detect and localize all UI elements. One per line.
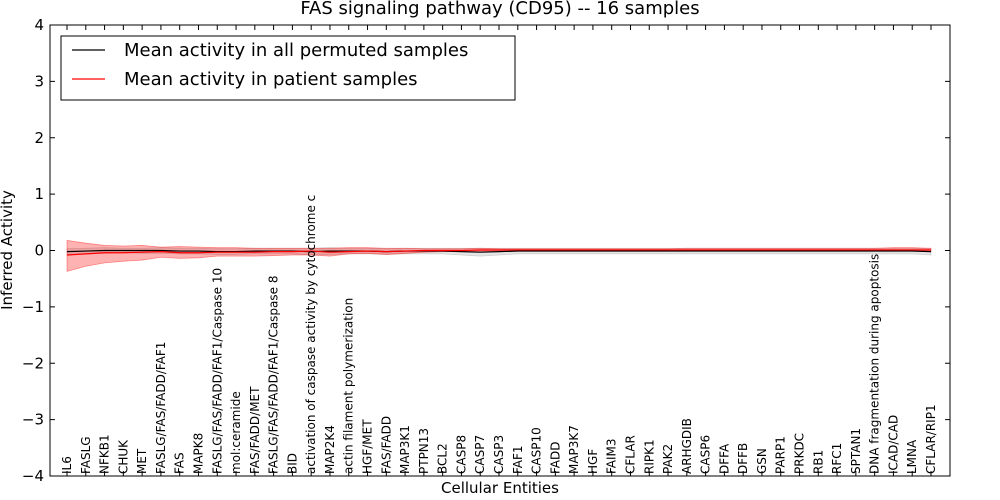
x-axis-label: Cellular Entities	[441, 479, 559, 497]
category-label: CASP7	[473, 435, 487, 474]
category-label: SPTAN1	[849, 428, 863, 474]
category-label: BCL2	[436, 443, 450, 474]
legend-label-patient: Mean activity in patient samples	[124, 69, 418, 90]
y-tick-label: −4	[22, 467, 44, 485]
category-labels: IL6 FASLG NFKB1 CHUK MET FASLG/FAS/FADD/FAF1 F…	[60, 195, 938, 474]
category-label: FAS	[173, 452, 187, 474]
category-label: PAK2	[661, 444, 675, 474]
legend-box	[60, 35, 516, 101]
category-label: CASP6	[699, 435, 713, 474]
category-label: PARP1	[774, 436, 788, 474]
category-label: MET	[135, 448, 149, 474]
legend-label-permuted: Mean activity in all permuted samples	[124, 40, 468, 61]
category-label: FADD	[548, 442, 562, 475]
category-label: DFFB	[736, 443, 750, 474]
category-label: RIPK1	[642, 439, 656, 474]
category-label: NFKB1	[98, 434, 112, 474]
category-label: HGF	[586, 449, 600, 474]
category-label: RFC1	[830, 443, 844, 474]
y-axis: −4 −3 −2 −1 0 1 2 3 4	[22, 16, 950, 485]
category-label: FAS/FADD/MET	[248, 386, 262, 474]
series-line-patient	[66, 249, 931, 256]
category-label: FASLG/FAS/FADD/FAF1	[154, 342, 168, 474]
category-label: CASP3	[492, 435, 506, 474]
y-tick-label: 2	[34, 129, 44, 147]
chart-title: FAS signaling pathway (CD95) -- 16 sampl…	[300, 0, 699, 19]
category-label: MAP3K7	[567, 425, 581, 474]
category-label: LMNA	[905, 439, 919, 474]
x-axis	[66, 25, 932, 476]
category-label: FASLG/FAS/FADD/FAF1/Caspase 8	[267, 276, 281, 475]
category-label: IL6	[60, 456, 74, 474]
y-tick-label: −2	[22, 354, 44, 372]
category-label: FASLG	[79, 436, 93, 474]
category-label: FAIM3	[605, 438, 619, 474]
category-label: PTPN13	[417, 428, 431, 474]
y-tick-label: 1	[34, 185, 44, 203]
y-tick-label: −3	[22, 411, 44, 429]
category-label: CHUK	[116, 439, 130, 474]
category-label: DNA fragmentation during apoptosis	[868, 254, 882, 474]
category-label: actin filament polymerization	[342, 298, 356, 474]
category-label: GSN	[755, 448, 769, 474]
category-label: DFFA	[717, 443, 731, 474]
y-tick-label: 3	[34, 72, 44, 90]
category-label: activation of caspase activity by cytoch…	[304, 195, 318, 474]
legend: Mean activity in all permuted samples Me…	[60, 35, 516, 101]
category-label: BID	[285, 453, 299, 474]
category-label: mol:ceramide	[229, 391, 243, 474]
y-tick-label: 0	[34, 242, 44, 260]
category-label: PRKDC	[793, 433, 807, 474]
category-label: HGF/MET	[361, 419, 375, 474]
y-tick-label: −1	[22, 298, 44, 316]
category-label: CASP10	[530, 427, 544, 474]
category-label: CFLAR	[623, 435, 637, 474]
series-line-permuted	[66, 249, 932, 253]
category-label: FASLG/FAS/FADD/FAF1/Caspase 10	[210, 268, 224, 474]
series-lines	[66, 249, 932, 256]
category-label: MAPK8	[191, 433, 205, 474]
category-label: CFLAR/RIP1	[924, 404, 938, 474]
category-label: ARHGDIB	[680, 418, 694, 474]
y-axis-label: Inferred Activity	[0, 190, 16, 310]
category-label: CASP8	[454, 435, 468, 474]
category-label: FAF1	[511, 445, 525, 474]
category-label: FAS/FADD	[379, 416, 393, 474]
y-tick-label: 4	[34, 16, 44, 34]
category-label: MAP3K1	[398, 425, 412, 474]
category-label: RB1	[811, 450, 825, 474]
category-label: ICAD/CAD	[886, 415, 900, 474]
category-label: MAP2K4	[323, 425, 337, 474]
